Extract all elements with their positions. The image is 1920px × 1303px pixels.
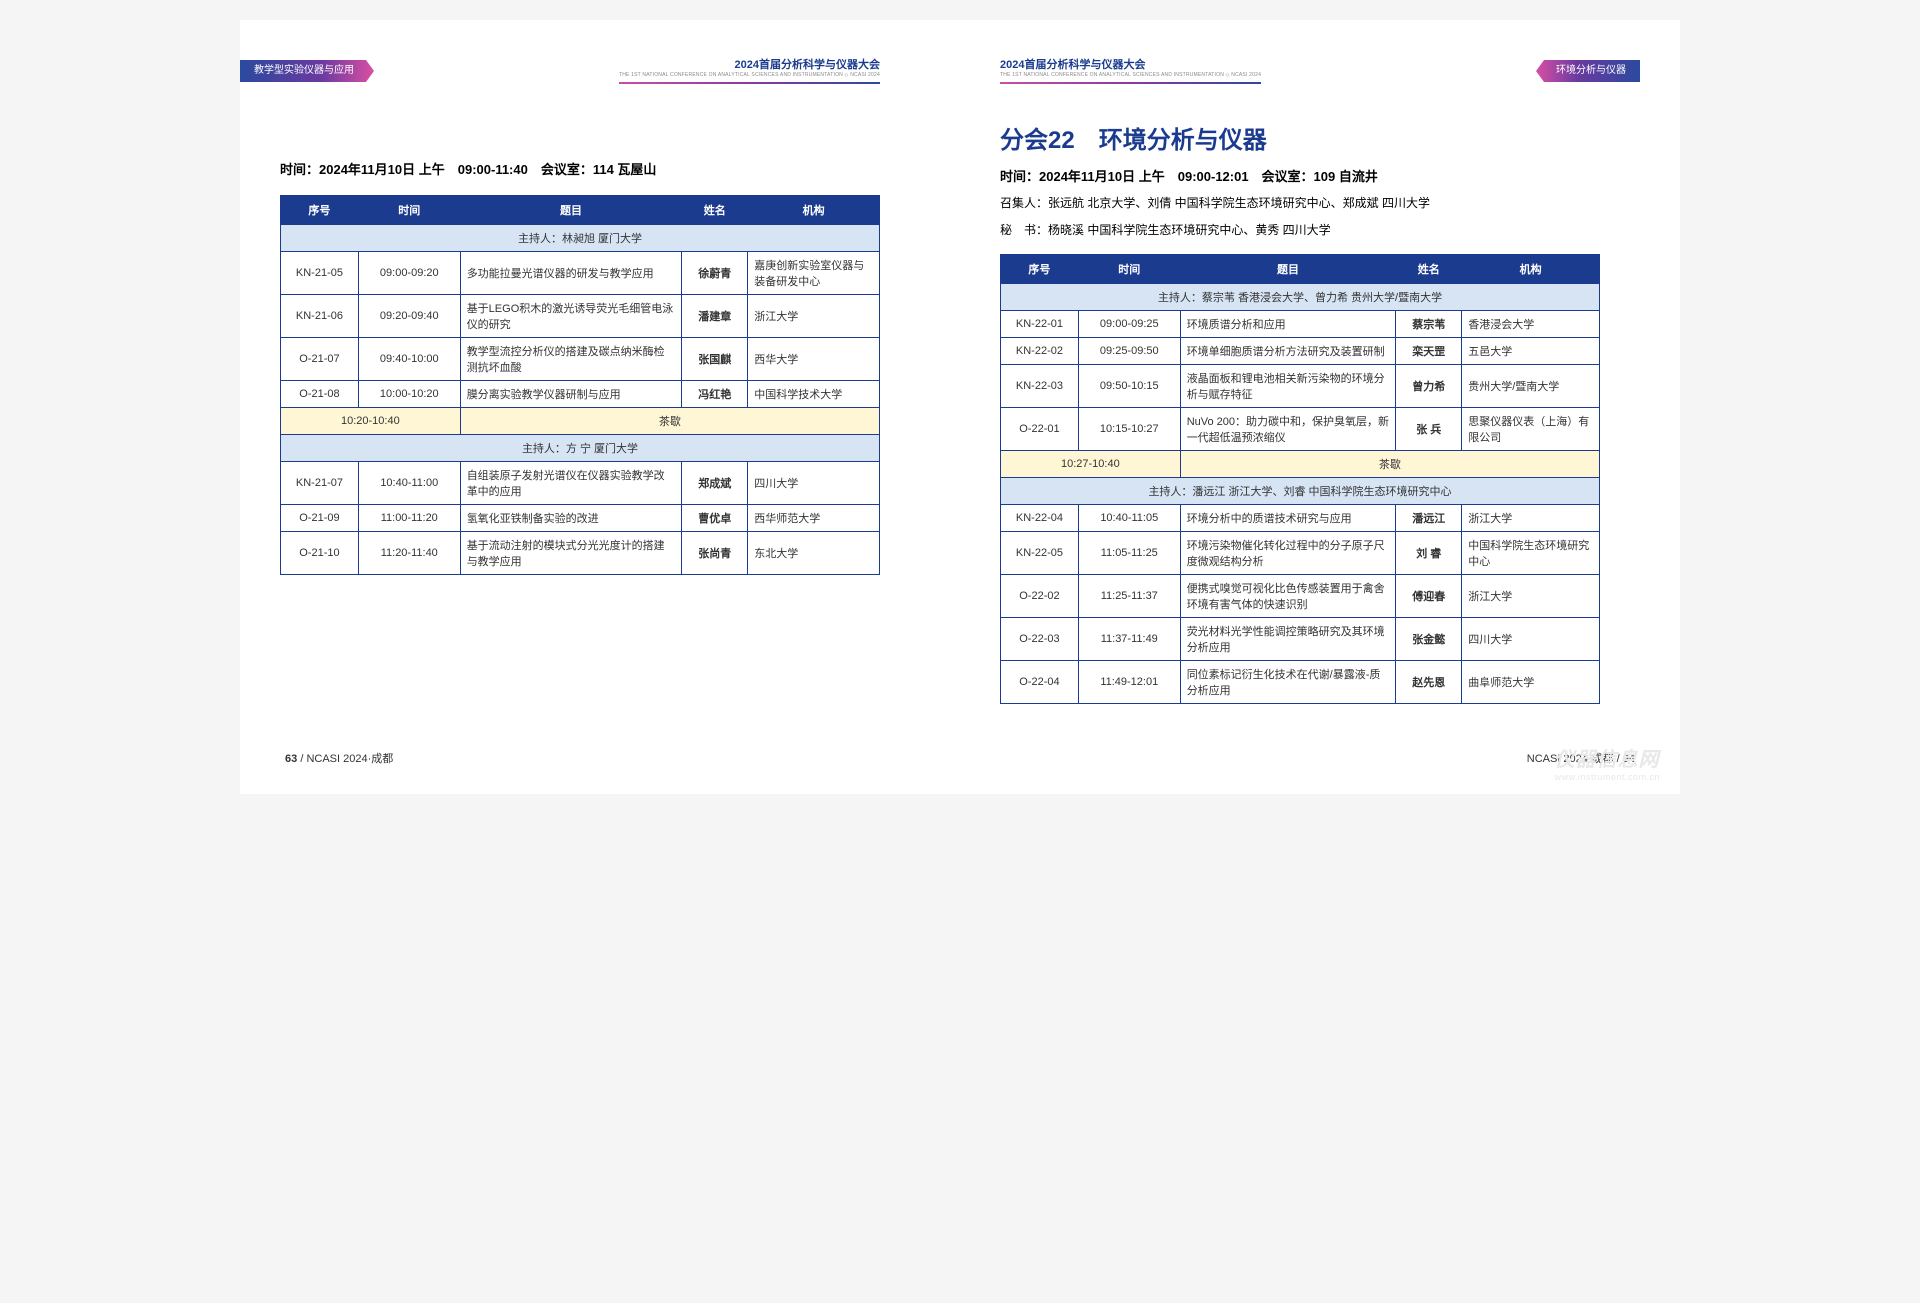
table-row: O-21-0810:00-10:20膜分离实验教学仪器研制与应用冯红艳中国科学技…	[281, 380, 880, 407]
col-name: 姓名	[1396, 255, 1462, 284]
col-topic: 题目	[1180, 255, 1396, 284]
table-row: O-22-0211:25-11:37便携式嗅觉可视化比色传感装置用于禽舍环境有害…	[1001, 575, 1600, 618]
conf-bar-right	[1000, 82, 1261, 84]
table-row: O-21-0911:00-11:20氢氧化亚铁制备实验的改进曹优卓西华师范大学	[281, 504, 880, 531]
content-left: 时间：2024年11月10日 上午 09:00-11:40 会议室：114 瓦屋…	[280, 160, 880, 575]
table-row: KN-22-0410:40-11:05环境分析中的质谱技术研究与应用潘远江浙江大…	[1001, 505, 1600, 532]
table-row: O-22-0110:15-10:27NuVo 200：助力碳中和，保护臭氧层，新…	[1001, 408, 1600, 451]
col-seq: 序号	[1001, 255, 1079, 284]
col-seq: 序号	[281, 195, 359, 224]
chair-row: 主持人：林昶旭 厦门大学	[281, 224, 880, 251]
table-row: KN-22-0209:25-09:50环境单细胞质谱分析方法研究及装置研制栾天罡…	[1001, 338, 1600, 365]
col-time: 时间	[358, 195, 460, 224]
table-row: KN-22-0511:05-11:25环境污染物催化转化过程中的分子原子尺度微观…	[1001, 532, 1600, 575]
chair-row: 主持人：潘远江 浙江大学、刘睿 中国科学院生态环境研究中心	[1001, 478, 1600, 505]
chair-row: 主持人：方 宁 厦门大学	[281, 434, 880, 461]
chair-label: 主持人：蔡宗苇 香港浸会大学、曾力希 贵州大学/暨南大学	[1001, 284, 1600, 311]
chair-label: 主持人：方 宁 厦门大学	[281, 434, 880, 461]
meta-left: 时间：2024年11月10日 上午 09:00-11:40 会议室：114 瓦屋…	[280, 160, 880, 181]
footer-right: NCASI 2024·成都 / 64	[1527, 750, 1635, 766]
table-row: O-22-0311:37-11:49荧光材料光学性能调控策略研究及其环境分析应用…	[1001, 618, 1600, 661]
table-row: KN-21-0509:00-09:20多功能拉曼光谱仪器的研发与教学应用徐蔚青嘉…	[281, 251, 880, 294]
conf-sub-right: THE 1ST NATIONAL CONFERENCE ON ANALYTICA…	[1000, 72, 1261, 79]
conf-header-right: 2024首届分析科学与仪器大会 THE 1ST NATIONAL CONFERE…	[1000, 58, 1261, 84]
footer-text-left: NCASI 2024·成都	[306, 753, 393, 765]
page-left: 教学型实验仪器与应用 2024首届分析科学与仪器大会 THE 1ST NATIO…	[240, 40, 920, 704]
ribbon-right: 环境分析与仪器	[1536, 60, 1640, 82]
table-row: KN-22-0109:00-09:25环境质谱分析和应用蔡宗苇香港浸会大学	[1001, 311, 1600, 338]
content-right: 分会22 环境分析与仪器 时间：2024年11月10日 上午 09:00-12:…	[1000, 120, 1600, 704]
table-row: KN-21-0710:40-11:00自组装原子发射光谱仪在仪器实验教学改革中的…	[281, 461, 880, 504]
chair-row: 主持人：蔡宗苇 香港浸会大学、曾力希 贵州大学/暨南大学	[1001, 284, 1600, 311]
schedule-table-left: 序号 时间 题目 姓名 机构 主持人：林昶旭 厦门大学 KN-21-0509:0…	[280, 195, 880, 575]
chair-label: 主持人：潘远江 浙江大学、刘睿 中国科学院生态环境研究中心	[1001, 478, 1600, 505]
table-row: O-22-0411:49-12:01同位素标记衍生化技术在代谢/暴露液-质分析应…	[1001, 661, 1600, 704]
page-right: 环境分析与仪器 2024首届分析科学与仪器大会 THE 1ST NATIONAL…	[960, 40, 1640, 704]
page-spread: 教学型实验仪器与应用 2024首届分析科学与仪器大会 THE 1ST NATIO…	[240, 20, 1680, 794]
page-num-left: 63	[285, 753, 297, 765]
conf-bar-left	[619, 82, 880, 84]
conf-title-right: 2024首届分析科学与仪器大会	[1000, 59, 1145, 71]
col-topic: 题目	[460, 195, 682, 224]
table-row: O-21-0709:40-10:00教学型流控分析仪的搭建及碳点纳米酶检测抗坏血…	[281, 337, 880, 380]
col-org: 机构	[1462, 255, 1600, 284]
table-row: KN-21-0609:20-09:40基于LEGO积木的激光诱导荧光毛细管电泳仪…	[281, 294, 880, 337]
conf-sub-left: THE 1ST NATIONAL CONFERENCE ON ANALYTICA…	[619, 72, 880, 79]
convener-line: 召集人：张远航 北京大学、刘倩 中国科学院生态环境研究中心、郑成斌 四川大学	[1000, 194, 1600, 213]
session-title: 分会22 环境分析与仪器	[1000, 120, 1600, 155]
footer-left: 63 / NCASI 2024·成都	[285, 750, 393, 766]
table-header-row: 序号 时间 题目 姓名 机构	[1001, 255, 1600, 284]
col-name: 姓名	[682, 195, 748, 224]
conf-title-left: 2024首届分析科学与仪器大会	[735, 59, 880, 71]
secretary-line: 秘 书：杨晓溪 中国科学院生态环境研究中心、黄秀 四川大学	[1000, 221, 1600, 240]
break-row: 10:27-10:40茶歇	[1001, 451, 1600, 478]
page-num-right: 64	[1623, 753, 1635, 765]
break-row: 10:20-10:40茶歇	[281, 407, 880, 434]
table-row: O-21-1011:20-11:40基于流动注射的模块式分光光度计的搭建与教学应…	[281, 531, 880, 574]
col-time: 时间	[1078, 255, 1180, 284]
watermark-sub: www.instrument.com.cn	[1554, 772, 1660, 782]
chair-label: 主持人：林昶旭 厦门大学	[281, 224, 880, 251]
table-header-row: 序号 时间 题目 姓名 机构	[281, 195, 880, 224]
col-org: 机构	[748, 195, 880, 224]
ribbon-left: 教学型实验仪器与应用	[240, 60, 374, 82]
meta-right: 时间：2024年11月10日 上午 09:00-12:01 会议室：109 自流…	[1000, 167, 1600, 188]
conf-header-left: 2024首届分析科学与仪器大会 THE 1ST NATIONAL CONFERE…	[619, 58, 880, 84]
schedule-table-right: 序号 时间 题目 姓名 机构 主持人：蔡宗苇 香港浸会大学、曾力希 贵州大学/暨…	[1000, 254, 1600, 704]
table-row: KN-22-0309:50-10:15液晶面板和锂电池相关新污染物的环境分析与赋…	[1001, 365, 1600, 408]
footer-text-right: NCASI 2024·成都	[1527, 753, 1614, 765]
